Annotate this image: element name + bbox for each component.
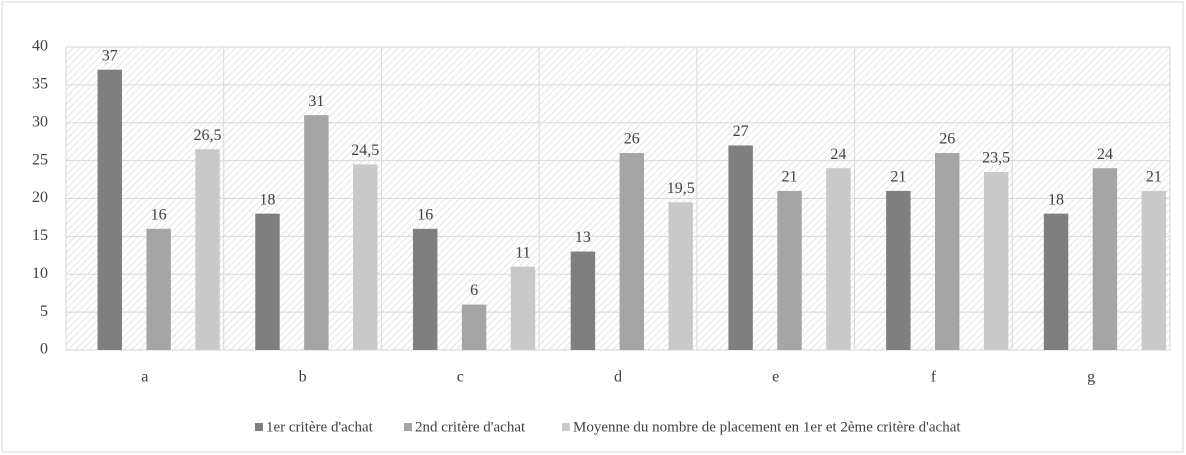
value-label: 23,5 bbox=[982, 150, 1010, 167]
bar bbox=[353, 164, 378, 350]
value-label: 24,5 bbox=[351, 142, 379, 159]
y-tick-label: 30 bbox=[32, 113, 48, 130]
legend-label: 1er critère d'achat bbox=[266, 419, 374, 435]
value-label: 27 bbox=[733, 123, 749, 140]
bar bbox=[412, 228, 438, 350]
bar bbox=[1141, 190, 1167, 350]
bar bbox=[510, 266, 536, 350]
value-label: 16 bbox=[417, 206, 433, 223]
bar bbox=[619, 153, 645, 350]
value-label: 16 bbox=[151, 206, 167, 223]
bar bbox=[668, 202, 693, 350]
value-label: 11 bbox=[515, 244, 530, 261]
bar bbox=[304, 115, 329, 350]
value-label: 19,5 bbox=[667, 180, 695, 197]
y-tick-label: 20 bbox=[32, 189, 48, 206]
value-label: 21 bbox=[890, 169, 906, 186]
value-label: 26 bbox=[624, 131, 640, 148]
y-tick-label: 10 bbox=[32, 265, 48, 282]
x-tick-label: d bbox=[614, 369, 622, 386]
bar bbox=[1092, 168, 1118, 350]
y-tick-label: 5 bbox=[40, 303, 48, 320]
bar bbox=[728, 145, 753, 350]
value-label: 21 bbox=[782, 169, 798, 186]
bar bbox=[826, 168, 851, 350]
value-label: 18 bbox=[259, 191, 275, 208]
bar bbox=[935, 153, 960, 350]
x-tick-label: f bbox=[931, 369, 937, 386]
bar bbox=[886, 190, 911, 350]
legend-swatch bbox=[404, 423, 412, 431]
x-tick-label: b bbox=[299, 369, 307, 386]
bar bbox=[461, 304, 487, 350]
value-label: 13 bbox=[575, 229, 591, 246]
value-label: 21 bbox=[1146, 169, 1162, 186]
y-tick-label: 35 bbox=[32, 76, 48, 93]
value-label: 26 bbox=[939, 131, 955, 148]
legend-swatch bbox=[562, 423, 570, 431]
y-tick-label: 25 bbox=[32, 151, 48, 168]
y-tick-label: 15 bbox=[32, 227, 48, 244]
x-tick-label: g bbox=[1087, 369, 1095, 386]
bar bbox=[570, 251, 596, 350]
legend-label: Moyenne du nombre de placement en 1er et… bbox=[573, 419, 961, 435]
bar bbox=[146, 228, 171, 350]
bar bbox=[983, 171, 1009, 350]
value-label: 24 bbox=[1097, 146, 1113, 163]
y-tick-label: 40 bbox=[32, 38, 48, 55]
x-tick-label: c bbox=[457, 369, 464, 386]
legend-swatch bbox=[255, 423, 263, 431]
value-label: 31 bbox=[308, 93, 324, 110]
value-label: 37 bbox=[102, 47, 118, 64]
bar bbox=[777, 190, 802, 350]
bar bbox=[195, 149, 220, 350]
x-tick-label: a bbox=[141, 369, 148, 386]
value-label: 6 bbox=[470, 282, 478, 299]
legend-label: 2nd critère d'achat bbox=[415, 419, 526, 435]
bar bbox=[1043, 213, 1069, 350]
bar bbox=[255, 213, 280, 350]
value-label: 18 bbox=[1048, 191, 1064, 208]
y-tick-label: 0 bbox=[40, 341, 48, 358]
value-label: 24 bbox=[830, 146, 846, 163]
x-tick-label: e bbox=[772, 369, 779, 386]
value-label: 26,5 bbox=[194, 127, 222, 144]
legend: 1er critère d'achat 2nd critère d'achat Mo… bbox=[255, 419, 961, 435]
bar bbox=[97, 69, 122, 350]
